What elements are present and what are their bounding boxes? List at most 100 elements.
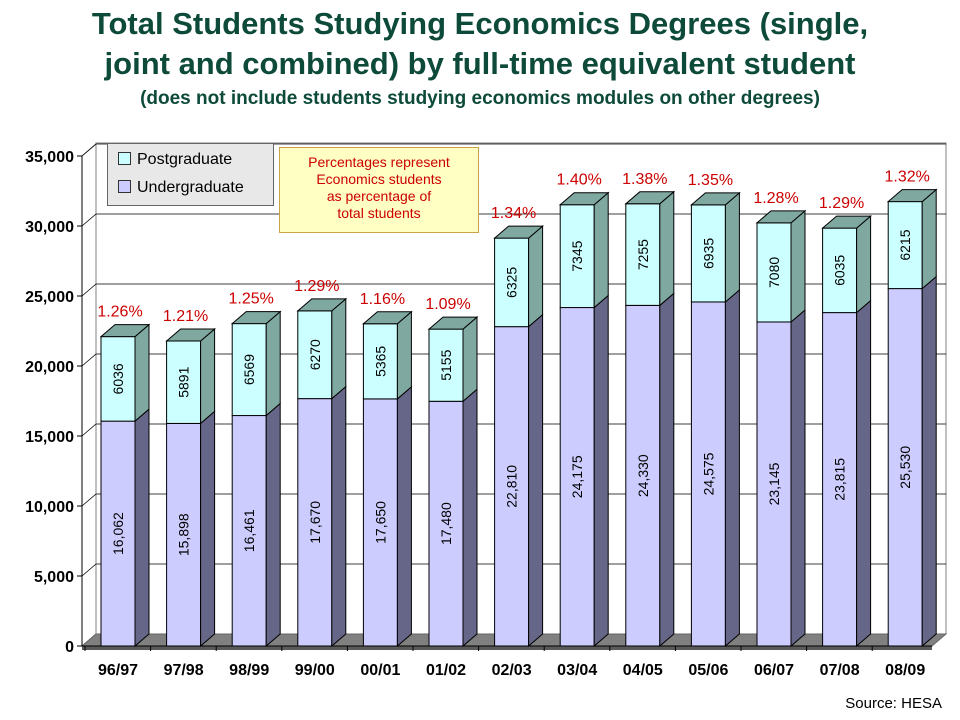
bar-undergraduate-front [756, 321, 792, 647]
percentage-label: 1.32% [885, 169, 930, 186]
bar-undergraduate-side [856, 299, 872, 648]
note-line-1: Percentages represent [308, 154, 450, 170]
bar-undergraduate-side [528, 313, 544, 648]
bar-postgraduate-top [99, 324, 151, 338]
axes: 0 5,000 10,000 15,000 20,000 25,000 30,000 35,0… [25, 149, 932, 679]
y-tick-label: 10,000 [25, 499, 74, 516]
percentage-label: 1.35% [688, 172, 733, 189]
x-tick-label: 98/99 [229, 662, 269, 679]
x-tick-label: 05/06 [688, 662, 728, 679]
data-label-postgraduate: 6036 [110, 363, 126, 394]
bar-postgraduate-side [528, 225, 544, 328]
bar-postgraduate-side [265, 310, 281, 417]
bar-undergraduate-side [265, 402, 281, 648]
data-label-undergraduate: 25,530 [897, 446, 913, 489]
bar-postgraduate-front [231, 323, 267, 417]
bar-undergraduate-side [593, 294, 609, 648]
bar-postgraduate-top [427, 316, 479, 330]
data-label-undergraduate: 17,650 [372, 501, 388, 544]
bar-postgraduate-front [756, 222, 792, 323]
legend-item-undergraduate: Undergraduate [118, 179, 244, 197]
y-tick-label: 25,000 [25, 289, 74, 306]
data-label-undergraduate: 24,175 [569, 455, 585, 498]
data-label-undergraduate: 17,670 [307, 501, 323, 544]
y-tick-label: 0 [65, 639, 74, 656]
bar-undergraduate-front [231, 415, 267, 647]
bar-postgraduate-top [690, 192, 741, 206]
x-tick-label: 96/97 [98, 662, 138, 679]
percentage-label: 1.21% [163, 308, 208, 325]
bar-undergraduate-side [462, 388, 478, 648]
bar-postgraduate-top [230, 311, 282, 325]
bar-postgraduate-side [462, 316, 478, 403]
floor-front [82, 646, 932, 650]
bar-postgraduate-top [362, 311, 413, 325]
x-tick-label: 01/02 [426, 662, 466, 679]
legend-item-postgraduate: Postgraduate [118, 151, 232, 169]
percentage-note: Percentages represent Economics students… [279, 147, 479, 233]
data-label-undergraduate: 24,575 [700, 452, 716, 495]
bar-postgraduate-front [100, 336, 136, 422]
x-tick-label: 06/07 [754, 662, 794, 679]
data-label-undergraduate: 16,062 [110, 512, 126, 555]
data-label-postgraduate: 5365 [372, 346, 388, 377]
data-label-undergraduate: 22,810 [504, 465, 520, 508]
x-tick-label: 08/09 [885, 662, 925, 679]
bar-postgraduate-front [887, 201, 923, 290]
data-label-postgraduate: 6215 [897, 229, 913, 260]
chart-title: Total Students Studying Economics Degree… [0, 4, 960, 84]
percentage-label: 1.28% [753, 190, 798, 207]
data-label-postgraduate: 7255 [635, 239, 651, 270]
data-label-undergraduate: 16,461 [241, 509, 257, 552]
y-tick-label: 30,000 [25, 219, 74, 236]
bar-undergraduate-side [659, 292, 675, 648]
gridline [81, 143, 946, 157]
bar-undergraduate-front [362, 398, 398, 647]
percentage-label: 1.29% [294, 278, 339, 295]
bar-undergraduate-side [724, 288, 740, 648]
legend-label-undergraduate: Undergraduate [137, 179, 244, 196]
data-label-postgraduate: 6935 [700, 238, 716, 269]
legend-swatch-undergraduate [118, 180, 131, 194]
bar-postgraduate-side [659, 190, 675, 307]
legend-label-postgraduate: Postgraduate [137, 151, 233, 168]
percentage-label: 1.16% [360, 291, 405, 308]
chart-subtitle: (does not include students studying econ… [140, 88, 820, 109]
data-label-postgraduate: 5155 [438, 349, 454, 380]
bar-postgraduate-front [625, 203, 661, 306]
data-label-postgraduate: 6035 [832, 255, 848, 286]
y-tick-label: 5,000 [34, 569, 74, 586]
x-tick-label: 07/08 [820, 662, 860, 679]
bar-postgraduate-front [166, 340, 202, 424]
plot-left-wall [81, 142, 97, 648]
bar-undergraduate-side [790, 308, 806, 648]
percentage-label: 1.29% [819, 195, 864, 212]
bar-undergraduate-side [331, 385, 347, 648]
y-tick-label: 20,000 [25, 359, 74, 376]
data-label-postgraduate: 6325 [504, 267, 520, 298]
data-label-undergraduate: 24,330 [635, 454, 651, 497]
data-label-postgraduate: 6569 [241, 354, 257, 385]
percentage-label: 1.38% [622, 171, 667, 188]
x-tick-label: 03/04 [557, 662, 597, 679]
data-label-undergraduate: 23,145 [766, 462, 782, 505]
title-line-1: Total Students Studying Economics Degree… [91, 6, 869, 41]
source-note: Source: HESA [845, 695, 942, 712]
bar-postgraduate-side [331, 297, 347, 400]
note-line-3: as percentage of [326, 188, 432, 204]
percentage-label: 1.34% [491, 205, 536, 222]
bar-postgraduate-top [624, 191, 676, 205]
bars: 16,062 6036 1.26% 15,898 5891 1.21% 16,461 6569… [97, 169, 938, 648]
bar-postgraduate-side [134, 323, 150, 423]
bar-postgraduate-top [493, 225, 544, 239]
percentage-label: 1.26% [97, 304, 142, 321]
note-line-4: total students [337, 205, 421, 221]
bar-postgraduate-front [559, 204, 595, 309]
bar-postgraduate-side [921, 188, 937, 290]
x-tick-label: 02/03 [492, 662, 532, 679]
bar-postgraduate-top [296, 298, 348, 312]
bar-postgraduate-side [856, 215, 872, 314]
bar-postgraduate-top [165, 328, 216, 342]
note-line-2: Economics students [316, 171, 442, 187]
